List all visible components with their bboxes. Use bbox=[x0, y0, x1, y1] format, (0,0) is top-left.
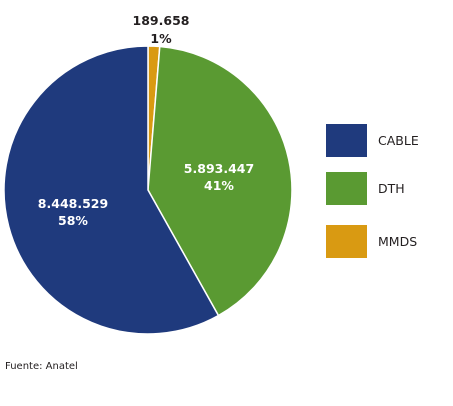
source-note: Fuente: Anatel bbox=[5, 361, 78, 372]
legend-swatch-mmds bbox=[326, 225, 367, 258]
slice-percent-label-mmds: 1% bbox=[150, 31, 172, 46]
legend-label-dth: DTH bbox=[378, 181, 405, 196]
pie-slice-dth bbox=[147, 45, 293, 317]
legend-label-cable: CABLE bbox=[378, 133, 419, 148]
slice-value-label-cable: 8.448.529 bbox=[38, 196, 108, 211]
legend-swatch-dth bbox=[326, 172, 367, 205]
slice-percent-label-cable: 58% bbox=[58, 213, 88, 228]
pie-slice-cable bbox=[3, 45, 220, 335]
slice-value-label-dth: 5.893.447 bbox=[184, 161, 254, 176]
slice-percent-label-dth: 41% bbox=[204, 178, 234, 193]
legend-swatch-cable bbox=[326, 124, 367, 157]
slice-value-label-mmds: 189.658 bbox=[133, 13, 190, 28]
legend-label-mmds: MMDS bbox=[378, 234, 417, 249]
